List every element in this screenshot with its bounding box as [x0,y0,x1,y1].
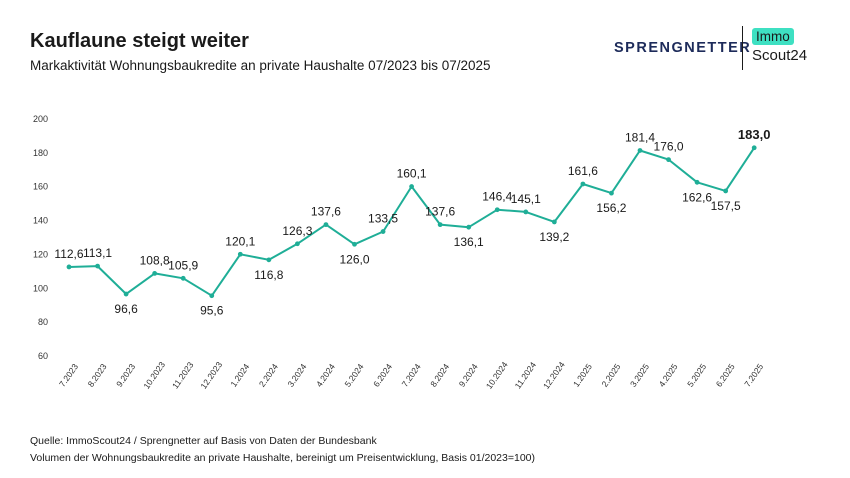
x-tick-label: 11.2024 [513,360,539,391]
chart-title: Kauflaune steigt weiter [30,30,249,52]
x-tick-label: 9.2023 [114,362,137,389]
x-tick-label: 1.2024 [228,362,251,389]
logos: SPRENGNETTER Immo Scout24 [614,26,824,70]
data-point [266,257,272,263]
data-label: 95,6 [200,304,224,318]
x-tick-label: 4.2024 [314,362,337,389]
data-point [95,263,100,269]
data-label: 162,6 [682,190,712,204]
data-label: 157,5 [711,199,741,213]
data-label: 139,2 [539,230,569,244]
x-tick-label: 8.2024 [428,362,451,389]
x-tick-label: 7.2025 [742,362,765,389]
x-tick-label: 3.2024 [285,362,308,389]
x-tick-label: 8.2023 [86,362,109,389]
data-point [694,179,700,185]
data-point [295,241,300,247]
data-point [352,241,357,247]
data-point [66,264,72,270]
data-label: 112,6 [54,247,83,261]
data-point [437,222,443,228]
data-label: 183,0 [738,127,771,142]
x-tick-label: 2.2025 [599,362,622,389]
data-point [180,275,186,281]
data-label: 137,6 [311,205,341,219]
x-tick-label: 4.2025 [657,362,680,389]
data-point [637,148,643,153]
data-label: 126,0 [339,252,369,266]
data-point [751,145,757,151]
y-tick-label: 80 [38,317,48,327]
y-tick-label: 180 [33,148,48,158]
immoscout-logo-scout: Scout24 [752,47,808,64]
data-point [209,293,215,299]
x-tick-label: 10.2023 [141,360,167,391]
x-tick-label: 9.2024 [457,362,480,389]
data-point [551,219,557,225]
footnote: Volumen der Wohnungsbaukredite an privat… [30,452,535,464]
data-label: 105,9 [168,258,198,272]
x-tick-label: 7.2024 [400,362,423,389]
y-tick-label: 140 [33,216,48,226]
data-label: 96,6 [114,302,138,316]
x-tick-label: 2.2024 [257,362,280,389]
x-tick-label: 6.2025 [714,362,737,389]
data-point [380,229,386,234]
data-label: 137,6 [425,205,455,219]
x-tick-label: 6.2024 [371,362,394,389]
sprengnetter-logo: SPRENGNETTER [614,40,752,56]
data-point [494,207,500,213]
data-label: 113,1 [83,246,112,260]
x-tick-label: 3.2025 [628,362,651,389]
data-label: 156,2 [596,201,626,215]
data-point [666,157,671,163]
data-label: 160,1 [397,167,427,181]
data-label: 133,5 [368,212,398,226]
data-point [237,251,243,257]
chart-subtitle: Markaktivität Wohnungsbaukredite an priv… [30,58,491,73]
data-label: 161,6 [568,164,598,178]
x-tick-label: 5.2024 [342,362,365,389]
data-label: 126,3 [282,224,312,238]
data-point [723,188,729,194]
data-label: 108,8 [140,253,170,267]
x-tick-label: 12.2023 [198,360,224,391]
data-label: 116,8 [254,268,283,282]
data-point [580,181,586,187]
x-tick-label: 12.2024 [541,360,567,391]
data-point [523,209,529,215]
x-tick-label: 7.2023 [57,362,80,389]
immoscout-logo-immo: Immo [752,28,794,45]
logo-divider [742,26,743,70]
x-tick-label: 10.2024 [484,360,510,391]
data-label: 176,0 [654,140,684,154]
y-tick-label: 100 [33,283,48,293]
x-tick-label: 1.2025 [571,362,594,389]
y-tick-label: 120 [33,249,48,259]
x-tick-label: 5.2025 [685,362,708,389]
y-tick-label: 200 [33,114,48,124]
data-label: 146,4 [482,190,512,204]
data-point [152,270,158,276]
data-label: 136,1 [454,235,484,249]
x-tick-label: 11.2023 [170,360,196,391]
data-label: 145,1 [511,192,541,206]
data-point [323,222,329,228]
y-tick-label: 160 [33,182,48,192]
data-point [609,190,614,196]
data-label: 120,1 [225,234,255,248]
data-point [409,184,414,189]
data-point [466,224,472,230]
data-point [123,291,129,297]
data-label: 181,4 [625,130,655,144]
y-tick-label: 60 [38,351,48,361]
source-note: Quelle: ImmoScout24 / Sprengnetter auf B… [30,435,377,447]
